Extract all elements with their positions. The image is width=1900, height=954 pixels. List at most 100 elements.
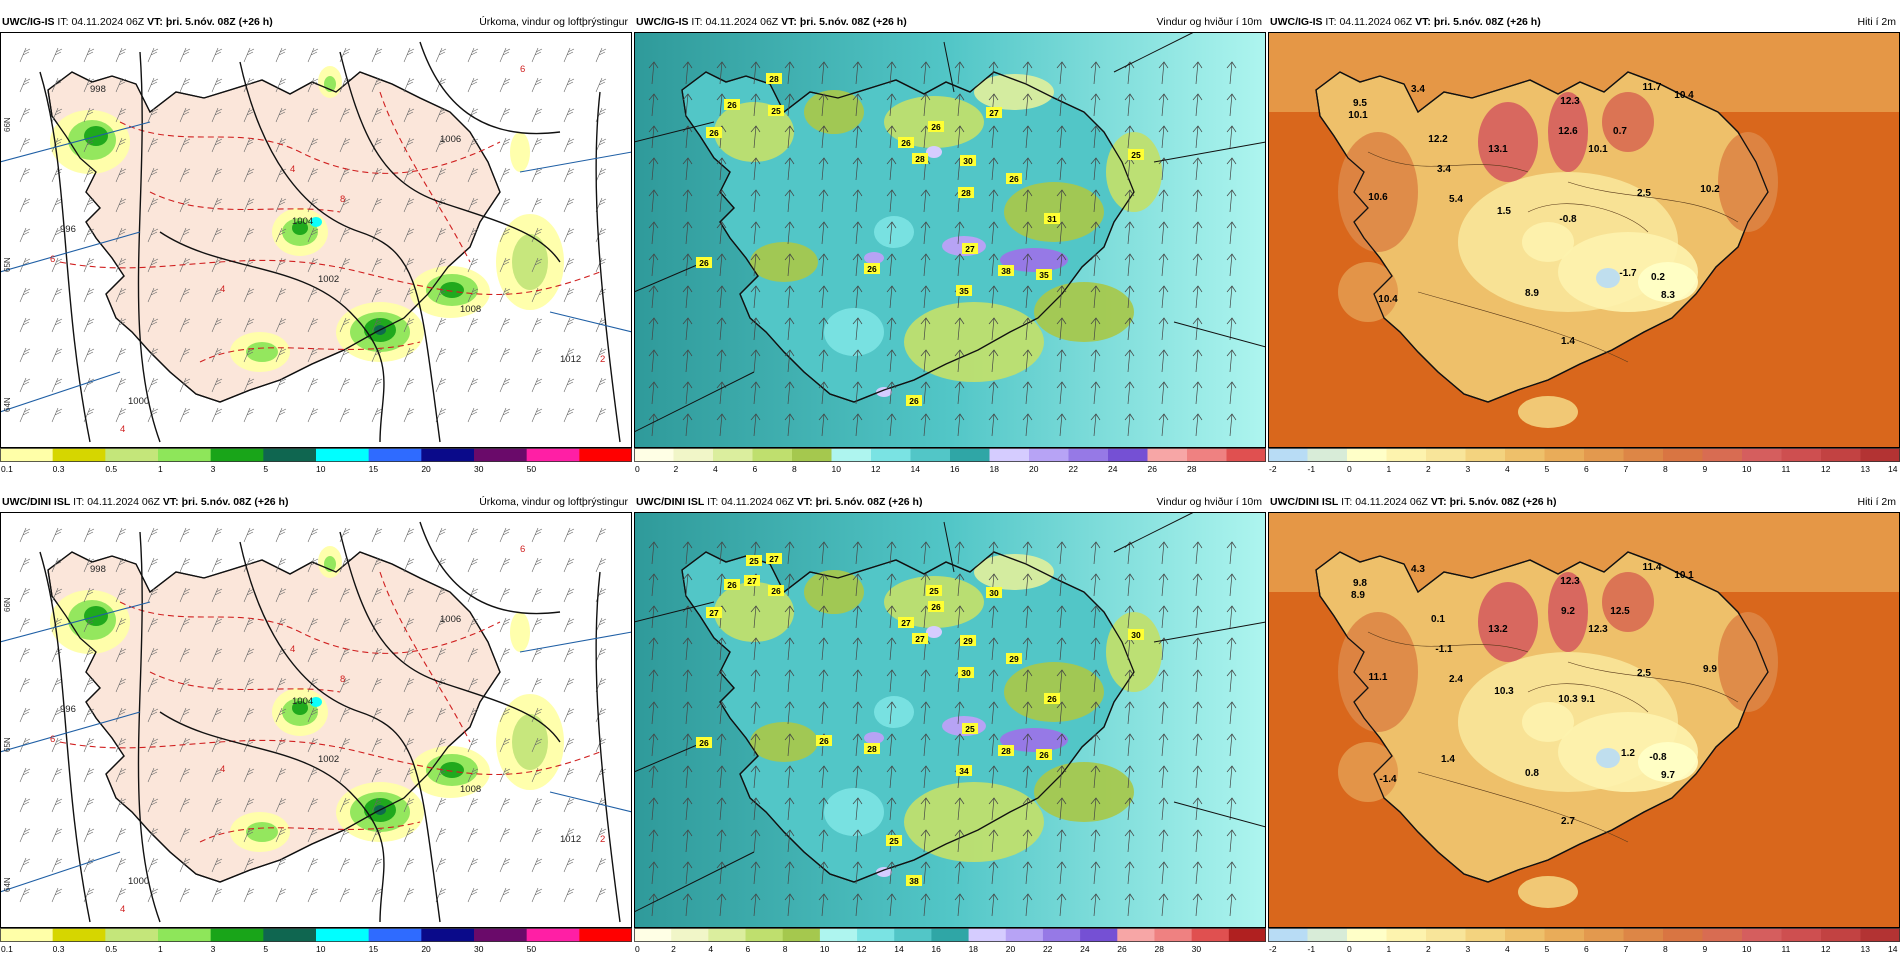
isobar-label: 996 xyxy=(60,224,76,235)
panel-title: Vindur og hviður í 10m xyxy=(1157,14,1262,30)
gust-label: 29 xyxy=(1006,653,1022,664)
it-label: IT: xyxy=(691,16,702,28)
gust-label: 25 xyxy=(926,585,942,596)
colorbar-tick-label: 15 xyxy=(369,464,379,474)
colorbar-tick-label: 12 xyxy=(1821,464,1831,474)
svg-text:30: 30 xyxy=(961,668,971,678)
colorbar-swatch xyxy=(0,448,53,462)
gust-label: 27 xyxy=(962,243,978,254)
colorbar-swatch xyxy=(783,928,821,942)
isotherm-label: 2 xyxy=(600,834,605,845)
colorbar-swatch xyxy=(674,448,714,462)
it-label: IT: xyxy=(57,16,68,28)
colorbar-tick-label: 14 xyxy=(1888,944,1898,954)
temperature-label: 9.5 xyxy=(1353,98,1367,109)
temperature-label: 8.3 xyxy=(1661,290,1675,301)
gust-label: 26 xyxy=(864,263,880,274)
it-value: 04.11.2024 06Z xyxy=(721,496,794,508)
gust-label: 25 xyxy=(962,723,978,734)
colorbar-tick-label: 1 xyxy=(158,464,163,474)
temperature-label: 1.4 xyxy=(1561,336,1575,347)
vt-value: þri. 5.nóv. 08Z (+26 h) xyxy=(182,496,289,508)
vt-label: VT: xyxy=(1431,496,1447,508)
gust-label: 26 xyxy=(696,257,712,268)
colorbar-tick-label: 10 xyxy=(316,944,326,954)
svg-text:28: 28 xyxy=(961,188,971,198)
model-id: UWC/DINI ISL xyxy=(636,496,704,508)
svg-text:27: 27 xyxy=(747,576,757,586)
colorbar-swatch xyxy=(1545,928,1585,942)
svg-text:27: 27 xyxy=(965,244,975,254)
colorbar-swatch xyxy=(753,448,793,462)
panel-header: UWC/IG-IS IT: 04.11.2024 06Z VT: þri. 5.… xyxy=(1268,14,1900,30)
svg-text:25: 25 xyxy=(889,836,899,846)
isobar-label: 1012 xyxy=(560,834,581,845)
colorbar-tick-label: 11 xyxy=(1782,944,1791,954)
colorbar-tick-label: 13 xyxy=(1861,944,1871,954)
svg-text:26: 26 xyxy=(699,738,709,748)
colorbar-swatch xyxy=(990,448,1030,462)
temperature-label: -1.7 xyxy=(1619,268,1637,279)
colorbar-tick-label: 28 xyxy=(1154,944,1164,954)
gust-label: 26 xyxy=(768,585,784,596)
it-label: IT: xyxy=(73,496,84,508)
colorbar-tick-label: 14 xyxy=(911,464,921,474)
colorbar-tick-label: 16 xyxy=(950,464,960,474)
temperature-label: 2.5 xyxy=(1637,188,1651,199)
colorbar-swatch xyxy=(369,928,422,942)
colorbar-tick-label: 30 xyxy=(1192,944,1202,954)
svg-text:26: 26 xyxy=(727,100,737,110)
colorbar-tick-label: 0.1 xyxy=(1,464,13,474)
colorbar-swatch xyxy=(421,928,474,942)
colorbar-swatch xyxy=(527,448,580,462)
colorbar-tick-label: 7 xyxy=(1624,464,1629,474)
colorbar-tick-label: 9 xyxy=(1703,944,1708,954)
gust-label: 28 xyxy=(958,187,974,198)
svg-text:27: 27 xyxy=(769,554,779,564)
panel-header: UWC/DINI ISL IT: 04.11.2024 06Z VT: þri.… xyxy=(1268,494,1900,510)
colorbar-tick-label: 3 xyxy=(211,944,216,954)
panel-temp-igis: UWC/IG-IS IT: 04.11.2024 06Z VT: þri. 5.… xyxy=(1268,14,1900,474)
colorbar-tick-label: 3 xyxy=(211,464,216,474)
svg-text:26: 26 xyxy=(867,264,877,274)
temperature-label: 12.3 xyxy=(1560,96,1580,107)
svg-text:26: 26 xyxy=(901,138,911,148)
isobar-label: 1004 xyxy=(292,696,313,707)
colorbar-swatch xyxy=(1505,928,1545,942)
model-id: UWC/DINI ISL xyxy=(1270,496,1338,508)
temperature-label: 9.2 xyxy=(1561,606,1575,617)
temperature-label: 1.5 xyxy=(1497,206,1511,217)
gust-label: 38 xyxy=(998,265,1014,276)
colorbar-tick-label: 4 xyxy=(713,464,718,474)
isobar-label: 1000 xyxy=(128,876,149,887)
colorbar-tick-label: 6 xyxy=(1584,944,1589,954)
colorbar-swatch xyxy=(1148,448,1188,462)
colorbar-swatch xyxy=(1466,928,1506,942)
gust-label: 28 xyxy=(766,73,782,84)
colorbar-tick-label: 10 xyxy=(820,944,830,954)
temperature-label: -1.1 xyxy=(1435,644,1453,655)
svg-text:28: 28 xyxy=(1001,746,1011,756)
colorbar-swatch xyxy=(1117,928,1155,942)
isotherm-label: 4 xyxy=(220,764,225,775)
it-value: 04.11.2024 06Z xyxy=(71,16,144,28)
temperature-label: 10.3 xyxy=(1494,686,1514,697)
colorbar-swatch xyxy=(1861,928,1900,942)
colorbar-tick-label: 0.3 xyxy=(53,944,65,954)
colorbar-tick-label: 6 xyxy=(1584,464,1589,474)
svg-text:26: 26 xyxy=(727,580,737,590)
isobar-label: 1006 xyxy=(440,614,461,625)
colorbar-swatch xyxy=(211,928,264,942)
colorbar-swatch xyxy=(1742,448,1782,462)
svg-text:28: 28 xyxy=(769,74,779,84)
svg-text:26: 26 xyxy=(909,396,919,406)
colorbar-tick-label: 14 xyxy=(1888,464,1898,474)
temperature-label: 2.7 xyxy=(1561,816,1575,827)
colorbar-swatch xyxy=(579,448,632,462)
colorbar-swatch xyxy=(0,928,53,942)
colorbar-swatch xyxy=(792,448,832,462)
colorbar-swatch xyxy=(1426,448,1466,462)
colorbar-swatch xyxy=(894,928,932,942)
